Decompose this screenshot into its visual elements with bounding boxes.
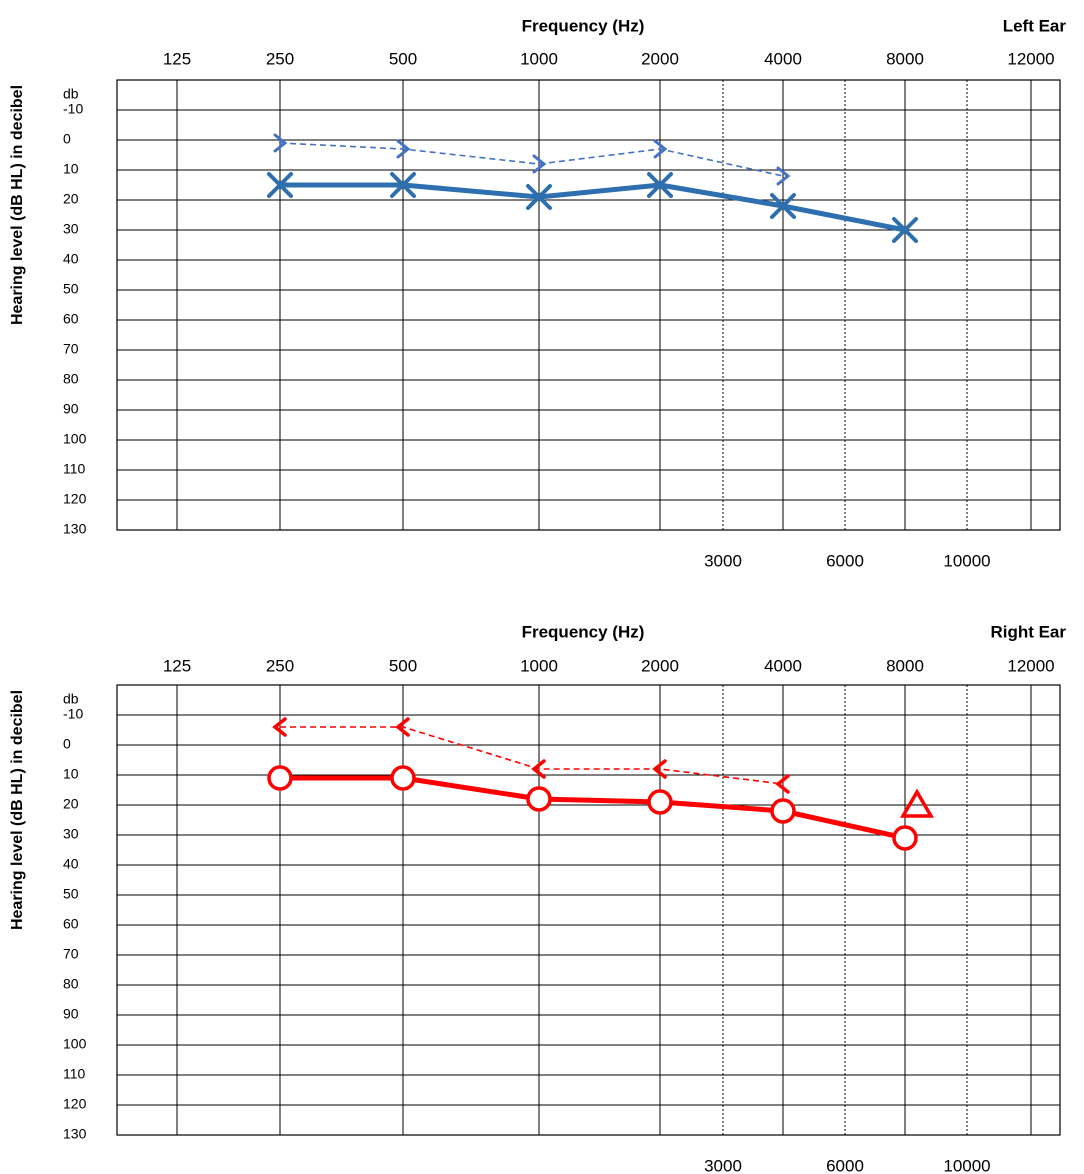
y-tick-label: 30	[63, 826, 79, 842]
y-tick-label: 0	[63, 131, 71, 147]
data-point-x-marker	[770, 193, 796, 219]
y-tick-label: 20	[63, 796, 79, 812]
y-tick-label: 120	[63, 491, 87, 507]
y-tick-label: 100	[63, 1036, 87, 1052]
y-tick-label: 30	[63, 221, 79, 237]
y-tick-label: -10	[63, 101, 83, 117]
y-tick-label: 10	[63, 766, 79, 782]
x-tick-label-bottom: 6000	[826, 1156, 864, 1174]
x-tick-label-bottom: 3000	[704, 1156, 742, 1174]
data-point-circle-marker	[770, 798, 796, 824]
x-tick-label: 2000	[641, 49, 679, 68]
y-unit-label: db	[63, 86, 79, 102]
ear-label: Left Ear	[1003, 16, 1067, 35]
data-point-x-marker	[647, 172, 673, 198]
chart-title: Frequency (Hz)	[522, 16, 645, 35]
x-tick-label: 1000	[520, 49, 558, 68]
plot-frame	[116, 79, 1061, 531]
x-tick-label: 4000	[764, 656, 802, 675]
data-point-circle-marker	[390, 765, 416, 791]
x-tick-label: 8000	[886, 49, 924, 68]
y-tick-label: 40	[63, 856, 79, 872]
y-tick-label: 10	[63, 161, 79, 177]
x-tick-label: 1000	[520, 656, 558, 675]
y-tick-label: 100	[63, 431, 87, 447]
data-point-bone-marker	[531, 759, 546, 779]
data-point-bone-marker	[272, 717, 287, 737]
x-tick-label: 500	[389, 49, 417, 68]
series-line-x	[280, 182, 906, 233]
data-point-bone-marker	[396, 139, 411, 159]
ear-label: Right Ear	[990, 622, 1066, 641]
x-tick-label: 2000	[641, 656, 679, 675]
data-point-circle-marker	[526, 786, 552, 812]
data-point-triangle-marker	[899, 788, 935, 818]
y-tick-label: 60	[63, 311, 79, 327]
data-point-x-marker	[526, 184, 552, 210]
x-tick-label-bottom: 3000	[704, 551, 742, 570]
data-point-bone-marker	[273, 133, 288, 153]
data-point-circle-marker	[267, 765, 293, 791]
y-tick-label: 70	[63, 341, 79, 357]
y-tick-label: 50	[63, 281, 79, 297]
x-tick-label: 12000	[1007, 49, 1054, 68]
x-tick-label: 4000	[764, 49, 802, 68]
data-point-bone-marker	[395, 717, 410, 737]
data-point-circle-marker	[647, 789, 673, 815]
y-tick-label: 40	[63, 251, 79, 267]
y-tick-label: 20	[63, 191, 79, 207]
series-line-lt	[280, 726, 784, 785]
y-tick-label: 50	[63, 886, 79, 902]
y-tick-label: 70	[63, 946, 79, 962]
series-line-gt	[279, 142, 784, 177]
y-tick-label: 130	[63, 1126, 87, 1142]
data-point-bone-marker	[652, 759, 667, 779]
data-point-bone-marker	[532, 154, 547, 174]
y-tick-label: 60	[63, 916, 79, 932]
series-line-o	[280, 775, 906, 841]
y-axis-label: Hearing level (dB HL) in decibel	[9, 85, 26, 325]
y-unit-label: db	[63, 691, 79, 707]
data-point-x-marker	[390, 172, 416, 198]
y-tick-label: 110	[63, 461, 86, 477]
y-tick-label: 80	[63, 976, 79, 992]
x-tick-label: 125	[163, 656, 191, 675]
data-point-x-marker	[267, 172, 293, 198]
y-tick-label: 0	[63, 736, 71, 752]
y-tick-label: 110	[63, 1066, 86, 1082]
x-tick-label: 12000	[1007, 656, 1054, 675]
plot-frame	[116, 684, 1061, 1136]
data-point-x-marker	[892, 217, 918, 243]
x-tick-label: 500	[389, 656, 417, 675]
y-tick-label: 80	[63, 371, 79, 387]
y-tick-label: -10	[63, 706, 83, 722]
y-tick-label: 90	[63, 1006, 79, 1022]
y-tick-label: 130	[63, 521, 87, 537]
data-point-circle-marker	[892, 825, 918, 851]
x-tick-label: 250	[266, 656, 294, 675]
x-tick-label-bottom: 6000	[826, 551, 864, 570]
x-tick-label-bottom: 10000	[943, 551, 990, 570]
x-tick-label: 125	[163, 49, 191, 68]
y-tick-label: 120	[63, 1096, 87, 1112]
x-tick-label: 250	[266, 49, 294, 68]
y-axis-label: Hearing level (dB HL) in decibel	[9, 690, 26, 930]
x-tick-label-bottom: 10000	[943, 1156, 990, 1174]
data-point-bone-marker	[776, 166, 791, 186]
data-point-bone-marker	[775, 774, 790, 794]
chart-title: Frequency (Hz)	[522, 622, 645, 641]
data-point-bone-marker	[653, 139, 668, 159]
y-tick-label: 90	[63, 401, 79, 417]
x-tick-label: 8000	[886, 656, 924, 675]
